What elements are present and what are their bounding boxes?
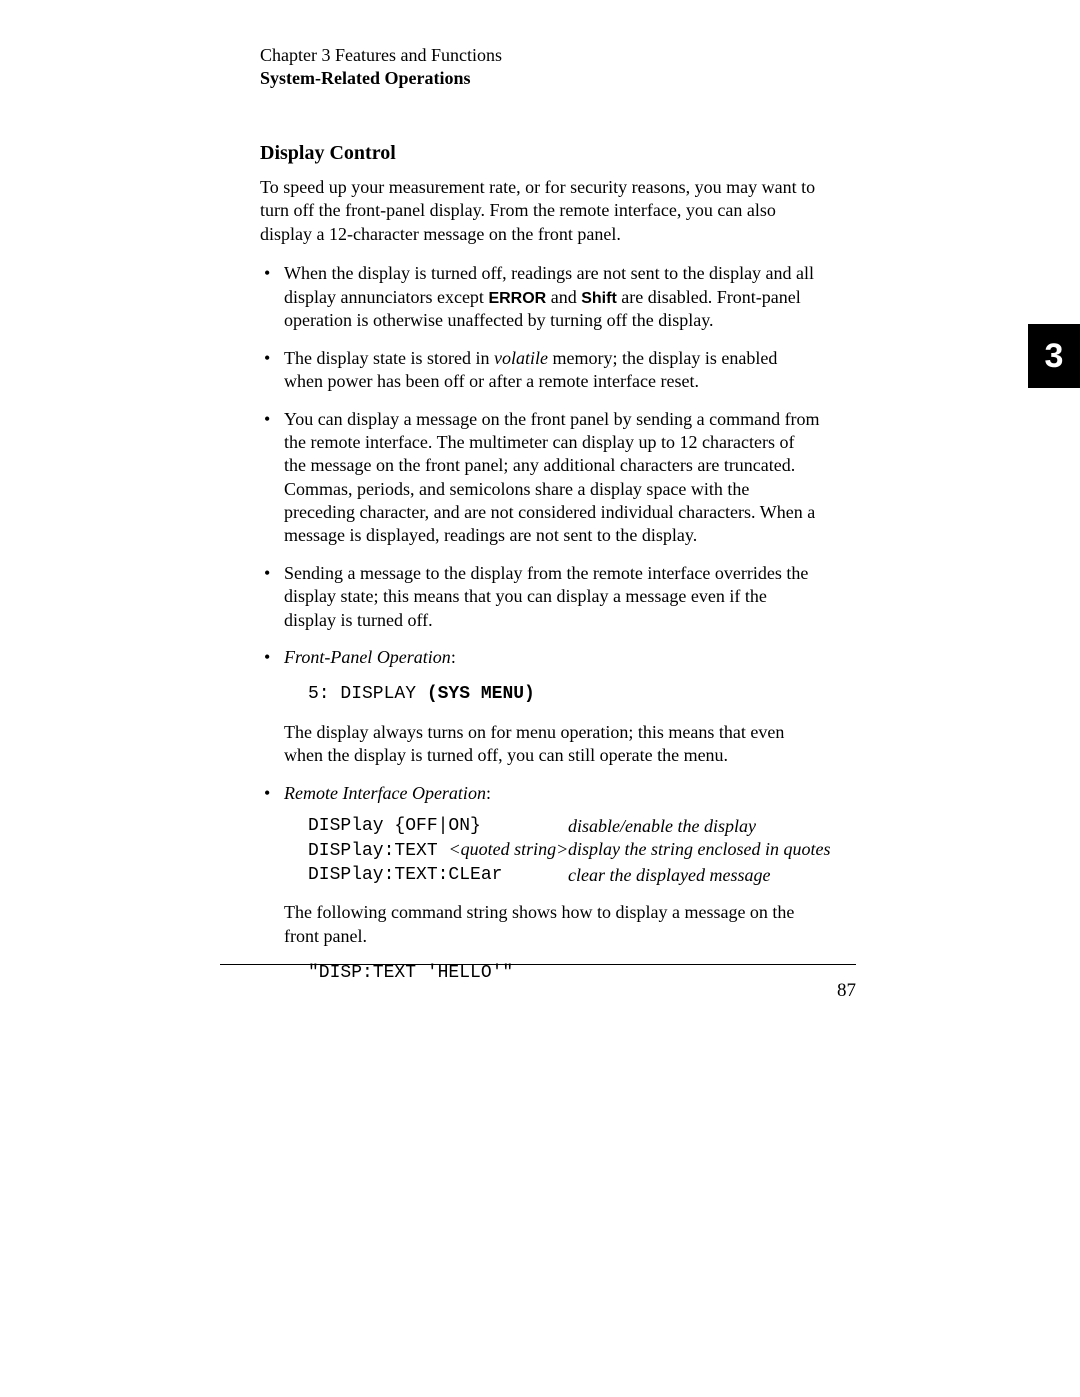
list-item: You can display a message on the front p… <box>260 408 820 548</box>
section-heading: System-Related Operations <box>260 67 502 90</box>
section-title: Display Control <box>260 140 820 166</box>
text-fragment: You can display a message on the front p… <box>284 409 820 546</box>
list-item: Front-Panel Operation: 5: DISPLAY (SYS M… <box>260 646 820 768</box>
chapter-tab: 3 <box>1028 324 1080 388</box>
document-page: Chapter 3 Features and Functions System-… <box>0 0 1080 1397</box>
command-syntax: DISPlay {OFF|ON} <box>308 815 568 838</box>
list-item: Sending a message to the display from th… <box>260 562 820 632</box>
front-panel-operation-label: Front-Panel Operation <box>284 647 451 667</box>
code-text: DISPlay:TEXT <box>308 841 448 861</box>
list-item: Remote Interface Operation: DISPlay {OFF… <box>260 782 820 986</box>
paragraph: The display always turns on for menu ope… <box>284 721 820 768</box>
page-content: Display Control To speed up your measure… <box>260 140 820 999</box>
command-description: clear the displayed message <box>568 864 770 887</box>
command-syntax: DISPlay:TEXT:CLEar <box>308 864 568 887</box>
code-text: 5: DISPLAY <box>308 684 427 704</box>
command-row: DISPlay:TEXT:CLEar clear the displayed m… <box>308 864 820 887</box>
chapter-tab-number: 3 <box>1045 337 1064 376</box>
command-row: DISPlay:TEXT <quoted string> display the… <box>308 838 820 863</box>
shift-annunciator-label: Shift <box>581 290 617 307</box>
text-fragment: : <box>451 647 456 667</box>
command-description: display the string enclosed in quotes <box>568 838 830 863</box>
list-item: When the display is turned off, readings… <box>260 262 820 333</box>
text-fragment: and <box>546 287 581 307</box>
bullet-list: When the display is turned off, readings… <box>260 262 820 985</box>
code-param: <quoted string> <box>448 839 568 859</box>
footer-rule <box>220 964 856 965</box>
remote-interface-operation-label: Remote Interface Operation <box>284 783 486 803</box>
page-header: Chapter 3 Features and Functions System-… <box>260 44 502 91</box>
command-syntax: DISPlay:TEXT <quoted string> <box>308 838 568 863</box>
page-number: 87 <box>837 980 856 1002</box>
error-annunciator-label: ERROR <box>488 290 546 307</box>
paragraph: The following command string shows how t… <box>284 901 820 948</box>
code-text-bold: (SYS MENU) <box>427 684 535 704</box>
list-item: The display state is stored in volatile … <box>260 347 820 394</box>
code-text: DISPlay {OFF|ON} <box>308 816 481 836</box>
text-fragment: The display state is stored in <box>284 348 494 368</box>
text-fragment: : <box>486 783 491 803</box>
chapter-heading: Chapter 3 Features and Functions <box>260 44 502 67</box>
text-fragment: Sending a message to the display from th… <box>284 563 808 630</box>
intro-paragraph: To speed up your measurement rate, or fo… <box>260 176 820 246</box>
volatile-emphasis: volatile <box>494 348 548 368</box>
command-row: DISPlay {OFF|ON} disable/enable the disp… <box>308 815 820 838</box>
code-text: "DISP:TEXT 'HELLO'" <box>308 963 513 983</box>
menu-path-code: 5: DISPLAY (SYS MENU) <box>284 681 820 706</box>
command-table: DISPlay {OFF|ON} disable/enable the disp… <box>284 815 820 887</box>
code-text: DISPlay:TEXT:CLEar <box>308 865 502 885</box>
command-description: disable/enable the display <box>568 815 756 838</box>
